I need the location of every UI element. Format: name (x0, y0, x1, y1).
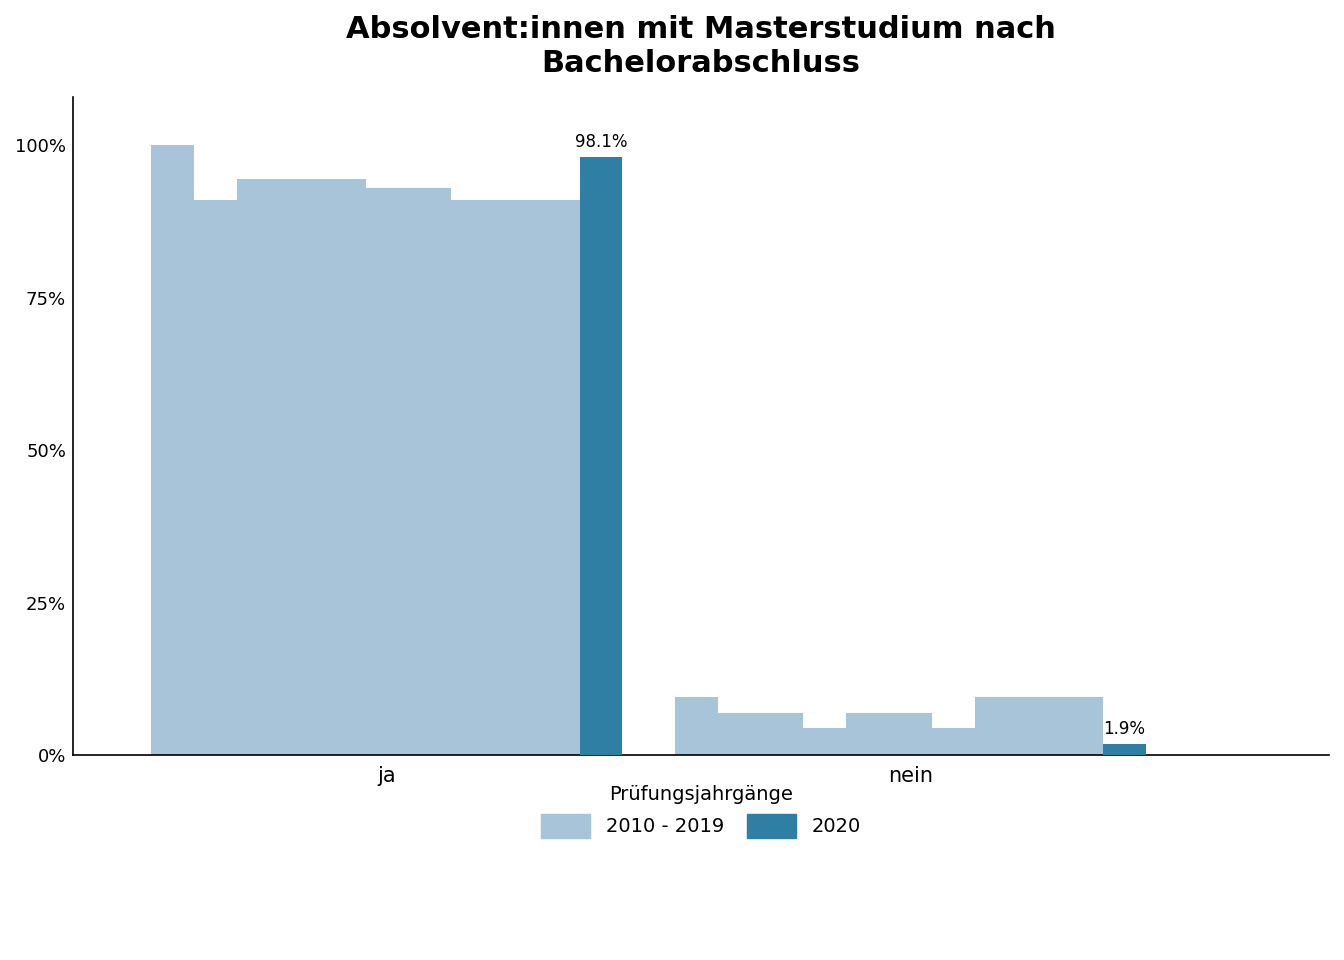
Bar (675, 697, 718, 756)
Bar (847, 712, 888, 756)
Bar (366, 188, 409, 756)
Bar (280, 179, 323, 756)
Bar (1060, 697, 1103, 756)
Bar (931, 728, 974, 756)
Bar (579, 157, 622, 756)
Title: Absolvent:innen mit Masterstudium nach
Bachelorabschluss: Absolvent:innen mit Masterstudium nach B… (345, 15, 1056, 78)
Bar (1103, 744, 1146, 756)
Bar (152, 145, 195, 756)
Bar (237, 179, 280, 756)
Bar (974, 697, 1017, 756)
Bar (195, 201, 237, 756)
Text: 1.9%: 1.9% (1103, 720, 1145, 737)
Bar (1017, 697, 1060, 756)
Bar (804, 728, 847, 756)
Bar (718, 712, 761, 756)
Legend: 2010 - 2019, 2020: 2010 - 2019, 2020 (542, 785, 860, 838)
Bar (536, 201, 579, 756)
Bar (323, 179, 366, 756)
Text: 98.1%: 98.1% (575, 132, 628, 151)
Bar (495, 201, 536, 756)
Bar (888, 712, 931, 756)
Bar (409, 188, 452, 756)
Bar (761, 712, 804, 756)
Bar (452, 201, 495, 756)
